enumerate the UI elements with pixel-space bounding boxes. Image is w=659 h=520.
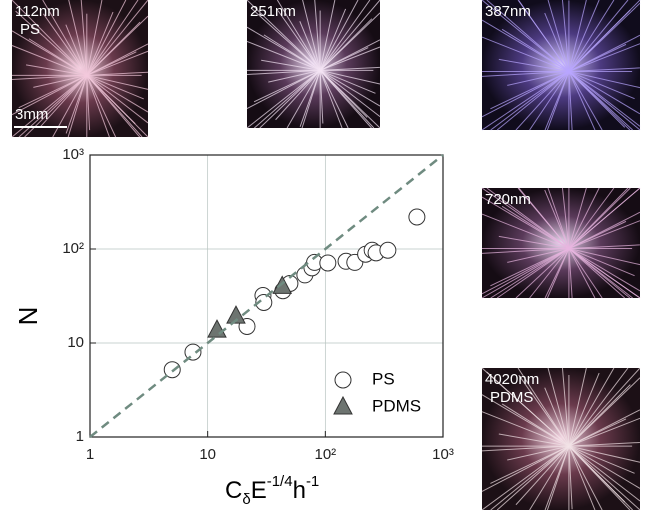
- panel-label: 387nm: [485, 3, 531, 20]
- circle-marker: [320, 255, 336, 271]
- x-tick-label: 10²: [314, 446, 336, 463]
- scale-bar-label: 3mm: [15, 106, 48, 123]
- legend-marker: [335, 372, 351, 388]
- panel-label: 4020nm: [485, 371, 539, 388]
- panel-label: 251nm: [250, 3, 296, 20]
- panel-label: 112nm: [15, 3, 60, 20]
- x-axis-label-part: -1/4: [267, 473, 293, 490]
- y-tick-label: 10²: [62, 240, 84, 257]
- figure: 112nmPS3mm251nm387nm720nm4020nmPDMS 1101…: [0, 0, 659, 515]
- x-tick-label: 1: [86, 446, 94, 463]
- x-axis-label-part: -1: [306, 473, 319, 490]
- x-tick-label: 10³: [432, 446, 454, 463]
- panel-label: 720nm: [485, 191, 531, 208]
- panel-sublabel: PS: [20, 21, 40, 38]
- y-tick-label: 1: [76, 428, 84, 445]
- panel-sublabel: PDMS: [490, 389, 533, 406]
- x-axis-label-part: E: [251, 477, 267, 504]
- legend-label: PDMS: [372, 396, 421, 415]
- y-tick-label: 10³: [62, 146, 84, 163]
- x-axis-label: CδE-1/4h-1: [225, 473, 319, 508]
- x-tick-label: 10: [199, 446, 216, 463]
- x-axis-label-part: C: [225, 477, 242, 504]
- y-axis-label: N: [13, 307, 43, 326]
- circle-marker: [380, 242, 396, 258]
- y-tick-label: 10: [67, 334, 84, 351]
- circle-marker: [409, 209, 425, 225]
- x-axis-label-part: h: [293, 477, 306, 504]
- x-axis-label-part: δ: [242, 491, 250, 508]
- legend-label: PS: [372, 369, 395, 388]
